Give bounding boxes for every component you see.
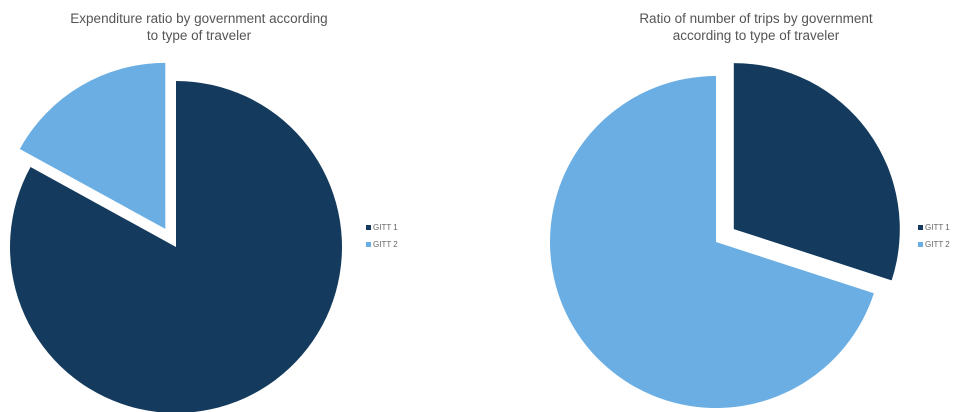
legend-label: GITT 1	[925, 223, 950, 232]
chart-title-line-1: Ratio of number of trips by government	[639, 11, 873, 26]
legend: GITT 1 GITT 2	[918, 223, 950, 249]
pie-slices	[10, 62, 342, 412]
pie-chart-expenditure: Expenditure ratio by government accordin…	[10, 11, 398, 412]
legend-swatch	[366, 242, 371, 247]
legend-swatch	[918, 242, 923, 247]
legend-label: GITT 1	[373, 223, 398, 232]
chart-title-line-1: Expenditure ratio by government accordin…	[70, 11, 327, 26]
pie-slice-gitt-2	[19, 62, 166, 229]
pie-slice-gitt-1	[10, 81, 342, 412]
legend-label: GITT 2	[925, 240, 950, 249]
pie-slices	[550, 63, 900, 408]
chart-title-line-2: to type of traveler	[147, 28, 252, 43]
legend-label: GITT 2	[373, 240, 398, 249]
legend-swatch	[366, 225, 371, 230]
pie-slice-gitt-2	[550, 76, 874, 408]
legend: GITT 1 GITT 2	[366, 223, 398, 249]
chart-title-line-2: according to type of traveler	[673, 28, 840, 43]
pie-chart-trips: Ratio of number of trips by government a…	[550, 11, 950, 408]
legend-swatch	[918, 225, 923, 230]
pie-slice-gitt-1	[733, 63, 900, 281]
